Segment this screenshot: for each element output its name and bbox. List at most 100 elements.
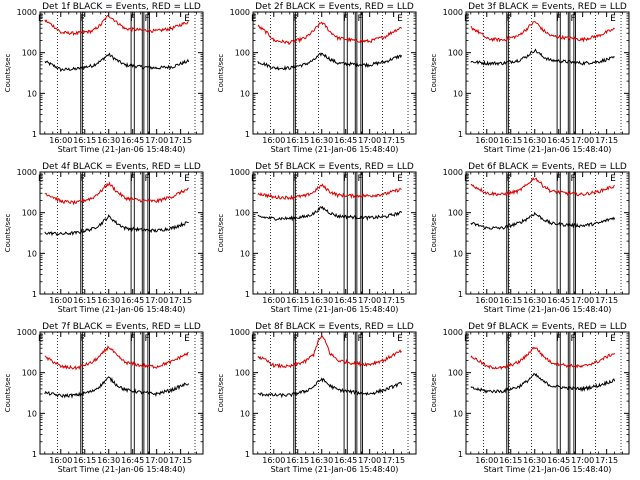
y-tick-label: 100 — [235, 369, 250, 378]
x-tick-label: 17:00 — [358, 296, 381, 305]
y-tick-label: 1 — [32, 450, 37, 459]
series-lld-line — [257, 21, 402, 46]
x-tick-label: 16:00 — [262, 136, 285, 145]
marker-e: E — [464, 14, 470, 24]
x-tick-label: 16:15 — [73, 296, 96, 305]
axis-box — [465, 171, 630, 295]
x-tick-label: 16:00 — [49, 136, 72, 145]
marker-e: E — [397, 14, 403, 24]
marker-f: F — [343, 174, 348, 184]
marker-e: E — [610, 174, 616, 184]
marker-e: E — [184, 174, 190, 184]
marker-f: F — [556, 174, 561, 184]
x-tick-label: 17:15 — [595, 296, 618, 305]
panel-title: Det 9f BLACK = Events, RED = LLD — [468, 322, 627, 332]
marker-f: F — [343, 14, 348, 24]
marker-f: F — [556, 14, 561, 24]
series-events-line — [257, 205, 403, 222]
marker-f: F — [556, 334, 561, 344]
x-tick-label: 17:15 — [169, 456, 192, 465]
marker-e: E — [38, 14, 44, 24]
marker-f: F — [343, 334, 348, 344]
y-tick-label: 10 — [240, 409, 250, 418]
marker-f: F — [506, 14, 511, 24]
y-tick-label: 1 — [245, 130, 250, 139]
y-axis-label: Counts/sec — [430, 374, 438, 413]
axis-box — [252, 171, 417, 295]
y-tick-label: 1 — [245, 450, 250, 459]
panel-title: Det 4f BLACK = Events, RED = LLD — [42, 162, 201, 172]
series-lld-line — [257, 334, 402, 369]
x-tick-label: 17:15 — [382, 296, 405, 305]
y-tick-label: 1000 — [443, 168, 463, 177]
y-tick-label: 100 — [448, 49, 463, 58]
x-tick-label: 17:00 — [571, 296, 594, 305]
x-tick-label: 17:15 — [169, 136, 192, 145]
y-tick-label: 100 — [448, 209, 463, 218]
axis-box — [39, 11, 204, 135]
y-tick-label: 1000 — [443, 8, 463, 17]
x-tick-label: 16:00 — [49, 296, 72, 305]
x-axis-label: Start Time (21-Jan-06 15:48:40) — [271, 305, 399, 314]
panel-5: Det 5f BLACK = Events, RED = LLD Counts/s… — [217, 162, 417, 314]
x-tick-label: 17:15 — [595, 456, 618, 465]
y-tick-label: 1 — [245, 290, 250, 299]
y-tick-label: 10 — [453, 409, 463, 418]
y-axis-label: Counts/sec — [217, 54, 225, 93]
x-axis-label: Start Time (21-Jan-06 15:48:40) — [484, 145, 612, 154]
y-tick-label: 1000 — [230, 8, 250, 17]
y-axis-label: Counts/sec — [217, 374, 225, 413]
marker-f: F — [506, 174, 511, 184]
y-tick-label: 1 — [32, 130, 37, 139]
y-tick-label: 100 — [22, 209, 37, 218]
y-tick-label: 100 — [22, 369, 37, 378]
y-tick-label: 1000 — [443, 328, 463, 337]
marker-f: F — [144, 334, 149, 344]
marker-e: E — [610, 14, 616, 24]
marker-e: E — [610, 334, 616, 344]
axis-box — [465, 331, 630, 455]
marker-f: F — [357, 334, 362, 344]
marker-e: E — [464, 174, 470, 184]
marker-f: F — [293, 174, 298, 184]
y-tick-label: 10 — [240, 89, 250, 98]
x-tick-label: 17:15 — [382, 456, 405, 465]
y-axis-label: Counts/sec — [4, 214, 12, 253]
panel-title: Det 1f BLACK = Events, RED = LLD — [42, 2, 201, 12]
x-axis-label: Start Time (21-Jan-06 15:48:40) — [484, 305, 612, 314]
y-tick-label: 10 — [27, 409, 37, 418]
y-tick-label: 1000 — [230, 168, 250, 177]
marker-e: E — [251, 174, 257, 184]
series-lld-line — [44, 345, 189, 371]
x-tick-label: 16:15 — [499, 136, 522, 145]
marker-e: E — [397, 174, 403, 184]
y-tick-label: 10 — [27, 89, 37, 98]
x-tick-label: 16:30 — [97, 296, 120, 305]
x-tick-label: 16:00 — [262, 296, 285, 305]
x-tick-label: 16:30 — [523, 456, 546, 465]
x-axis-label: Start Time (21-Jan-06 15:48:40) — [484, 465, 612, 474]
marker-f: F — [506, 334, 511, 344]
series-events-line — [470, 48, 615, 67]
series-events-line — [470, 211, 616, 230]
axis-box — [252, 11, 417, 135]
x-tick-label: 16:45 — [121, 136, 144, 145]
x-tick-label: 16:00 — [475, 456, 498, 465]
y-axis-label: Counts/sec — [430, 54, 438, 93]
x-tick-label: 16:30 — [310, 136, 333, 145]
series-events-line — [44, 52, 190, 73]
x-tick-label: 16:15 — [286, 136, 309, 145]
marker-f: F — [144, 174, 149, 184]
x-tick-label: 16:15 — [499, 296, 522, 305]
y-tick-label: 100 — [235, 49, 250, 58]
panel-1: Det 1f BLACK = Events, RED = LLD Counts/s… — [4, 2, 204, 154]
x-tick-label: 16:00 — [475, 296, 498, 305]
x-tick-label: 17:00 — [571, 136, 594, 145]
axis-box — [465, 11, 630, 135]
series-lld-line — [470, 346, 616, 371]
axis-box — [252, 331, 417, 455]
panel-title: Det 5f BLACK = Events, RED = LLD — [255, 162, 414, 172]
y-tick-label: 1 — [458, 290, 463, 299]
x-tick-label: 16:15 — [286, 296, 309, 305]
marker-e: E — [184, 334, 190, 344]
